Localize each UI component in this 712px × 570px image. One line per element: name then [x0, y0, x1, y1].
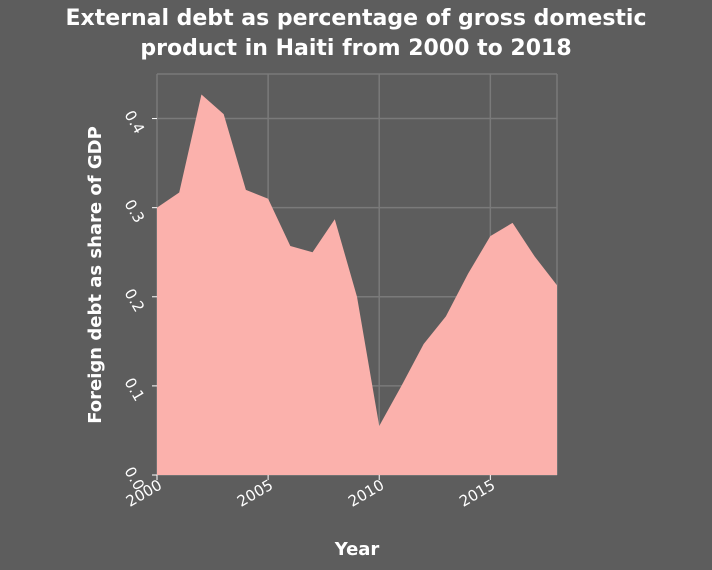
y-tick-label-0.1: 0.1 [121, 375, 149, 405]
x-tick-label-2015: 2015 [456, 476, 498, 511]
y-tick-label-0.4: 0.4 [121, 107, 149, 137]
chart-title-line-2: product in Haiti from 2000 to 2018 [140, 36, 572, 61]
x-tick-label-2005: 2005 [234, 476, 276, 511]
area-layer [156, 94, 558, 475]
chart-title: External debt as percentage of gross dom… [0, 4, 712, 64]
x-tick-label-2010: 2010 [345, 476, 387, 511]
y-axis-label: Foreign debt as share of GDP [85, 126, 106, 424]
chart-title-line-1: External debt as percentage of gross dom… [65, 6, 647, 31]
y-tick-label-0.3: 0.3 [121, 196, 149, 226]
x-axis-label: Year [334, 539, 380, 560]
area-series-0 [157, 94, 557, 475]
y-tick-label-0.2: 0.2 [121, 285, 149, 315]
